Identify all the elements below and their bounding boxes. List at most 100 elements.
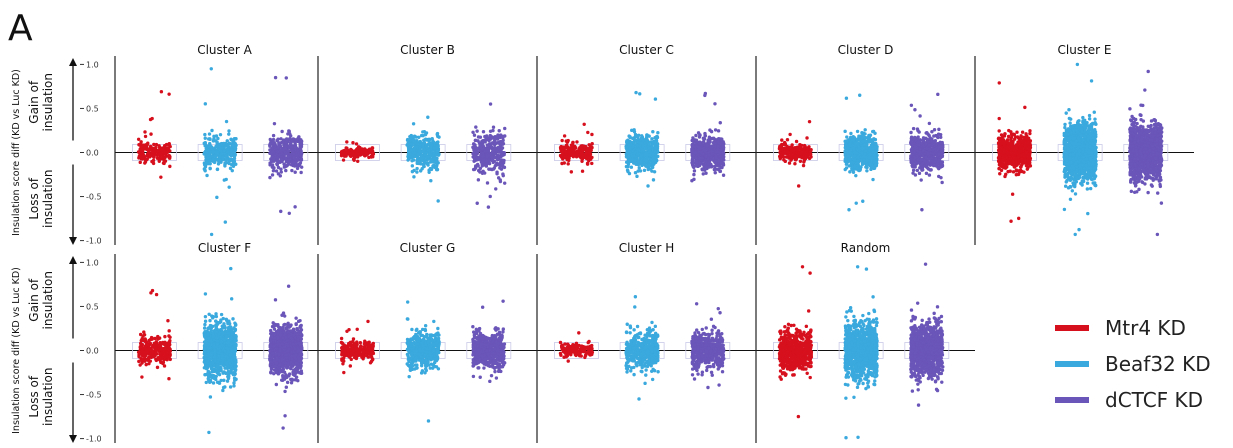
data-point bbox=[710, 152, 714, 156]
data-point bbox=[1020, 157, 1024, 162]
data-point bbox=[351, 150, 356, 155]
data-point bbox=[699, 161, 703, 165]
data-point bbox=[721, 145, 726, 150]
data-point bbox=[701, 172, 705, 176]
data-point bbox=[919, 158, 924, 162]
data-point bbox=[367, 147, 372, 151]
data-point bbox=[426, 115, 430, 119]
panel-title: Cluster E bbox=[1058, 43, 1112, 57]
data-point bbox=[638, 92, 642, 96]
data-point bbox=[287, 211, 291, 215]
data-point bbox=[629, 158, 633, 162]
data-point bbox=[690, 152, 695, 157]
data-point bbox=[911, 126, 916, 131]
data-point bbox=[216, 136, 220, 141]
series-mtr4-kd bbox=[773, 119, 818, 188]
data-point bbox=[475, 150, 479, 154]
data-point bbox=[654, 146, 658, 150]
data-point bbox=[916, 161, 921, 165]
data-point bbox=[630, 128, 634, 133]
data-point bbox=[646, 164, 651, 168]
series-beaf32-kd bbox=[619, 90, 665, 188]
data-point bbox=[575, 140, 579, 144]
data-point bbox=[417, 149, 422, 154]
data-point bbox=[227, 158, 232, 163]
data-point bbox=[203, 141, 207, 145]
data-point bbox=[427, 142, 431, 146]
data-point bbox=[356, 159, 360, 164]
data-point bbox=[418, 146, 422, 151]
data-point bbox=[697, 156, 702, 161]
data-point bbox=[918, 114, 922, 118]
data-point bbox=[645, 133, 649, 137]
data-point bbox=[471, 145, 475, 150]
data-point bbox=[410, 164, 415, 168]
data-point bbox=[422, 140, 426, 145]
panel-title: Cluster D bbox=[838, 43, 894, 57]
data-point bbox=[843, 167, 847, 172]
data-point bbox=[647, 146, 651, 151]
data-point bbox=[362, 153, 367, 158]
data-point bbox=[1026, 160, 1031, 164]
data-point bbox=[1013, 156, 1018, 161]
data-point bbox=[150, 152, 154, 156]
data-point bbox=[807, 156, 812, 161]
data-point bbox=[713, 128, 718, 132]
data-point bbox=[1024, 150, 1028, 155]
data-point bbox=[635, 143, 640, 148]
data-point bbox=[650, 137, 654, 141]
data-point bbox=[635, 174, 639, 179]
data-point bbox=[712, 167, 717, 172]
loss-label-line1: Loss of bbox=[27, 375, 41, 417]
data-point bbox=[210, 145, 214, 149]
data-point bbox=[794, 139, 799, 144]
data-point bbox=[561, 155, 566, 160]
data-point bbox=[158, 155, 162, 159]
data-point bbox=[721, 173, 726, 177]
data-point bbox=[271, 169, 276, 173]
data-point bbox=[345, 140, 349, 144]
data-point bbox=[412, 168, 416, 173]
data-point bbox=[844, 155, 848, 160]
data-point bbox=[856, 163, 861, 168]
data-point bbox=[215, 195, 219, 200]
data-point bbox=[225, 144, 230, 149]
data-point bbox=[276, 137, 280, 141]
data-point bbox=[283, 150, 288, 154]
data-point bbox=[154, 149, 158, 153]
data-point bbox=[211, 149, 215, 153]
data-point bbox=[997, 116, 1001, 121]
data-point bbox=[793, 162, 797, 166]
data-point bbox=[915, 168, 920, 173]
data-point bbox=[911, 168, 916, 172]
data-point bbox=[915, 127, 920, 131]
y-tick-label: 0.5 bbox=[86, 104, 99, 113]
data-point bbox=[865, 158, 869, 163]
data-point bbox=[873, 131, 877, 136]
data-point bbox=[566, 162, 570, 166]
data-point bbox=[411, 158, 416, 162]
data-point bbox=[435, 144, 439, 148]
data-point bbox=[423, 153, 428, 157]
y-tick-label: -0.5 bbox=[86, 193, 102, 202]
data-point bbox=[221, 155, 225, 160]
data-point bbox=[138, 154, 143, 158]
data-point bbox=[290, 168, 294, 173]
data-point bbox=[223, 220, 228, 224]
data-point bbox=[284, 160, 289, 164]
data-point bbox=[805, 136, 809, 140]
data-point bbox=[408, 148, 413, 153]
data-point bbox=[789, 149, 794, 153]
data-point bbox=[405, 137, 410, 142]
data-point bbox=[997, 163, 1002, 167]
data-point bbox=[692, 177, 696, 182]
data-point bbox=[857, 149, 862, 154]
data-point bbox=[288, 132, 292, 136]
y-tick-label: 0.0 bbox=[86, 149, 99, 158]
data-point bbox=[1015, 130, 1019, 134]
data-point bbox=[485, 149, 490, 153]
data-point bbox=[279, 137, 283, 141]
data-point bbox=[796, 184, 801, 188]
data-point bbox=[1020, 130, 1025, 134]
data-point bbox=[851, 146, 856, 150]
